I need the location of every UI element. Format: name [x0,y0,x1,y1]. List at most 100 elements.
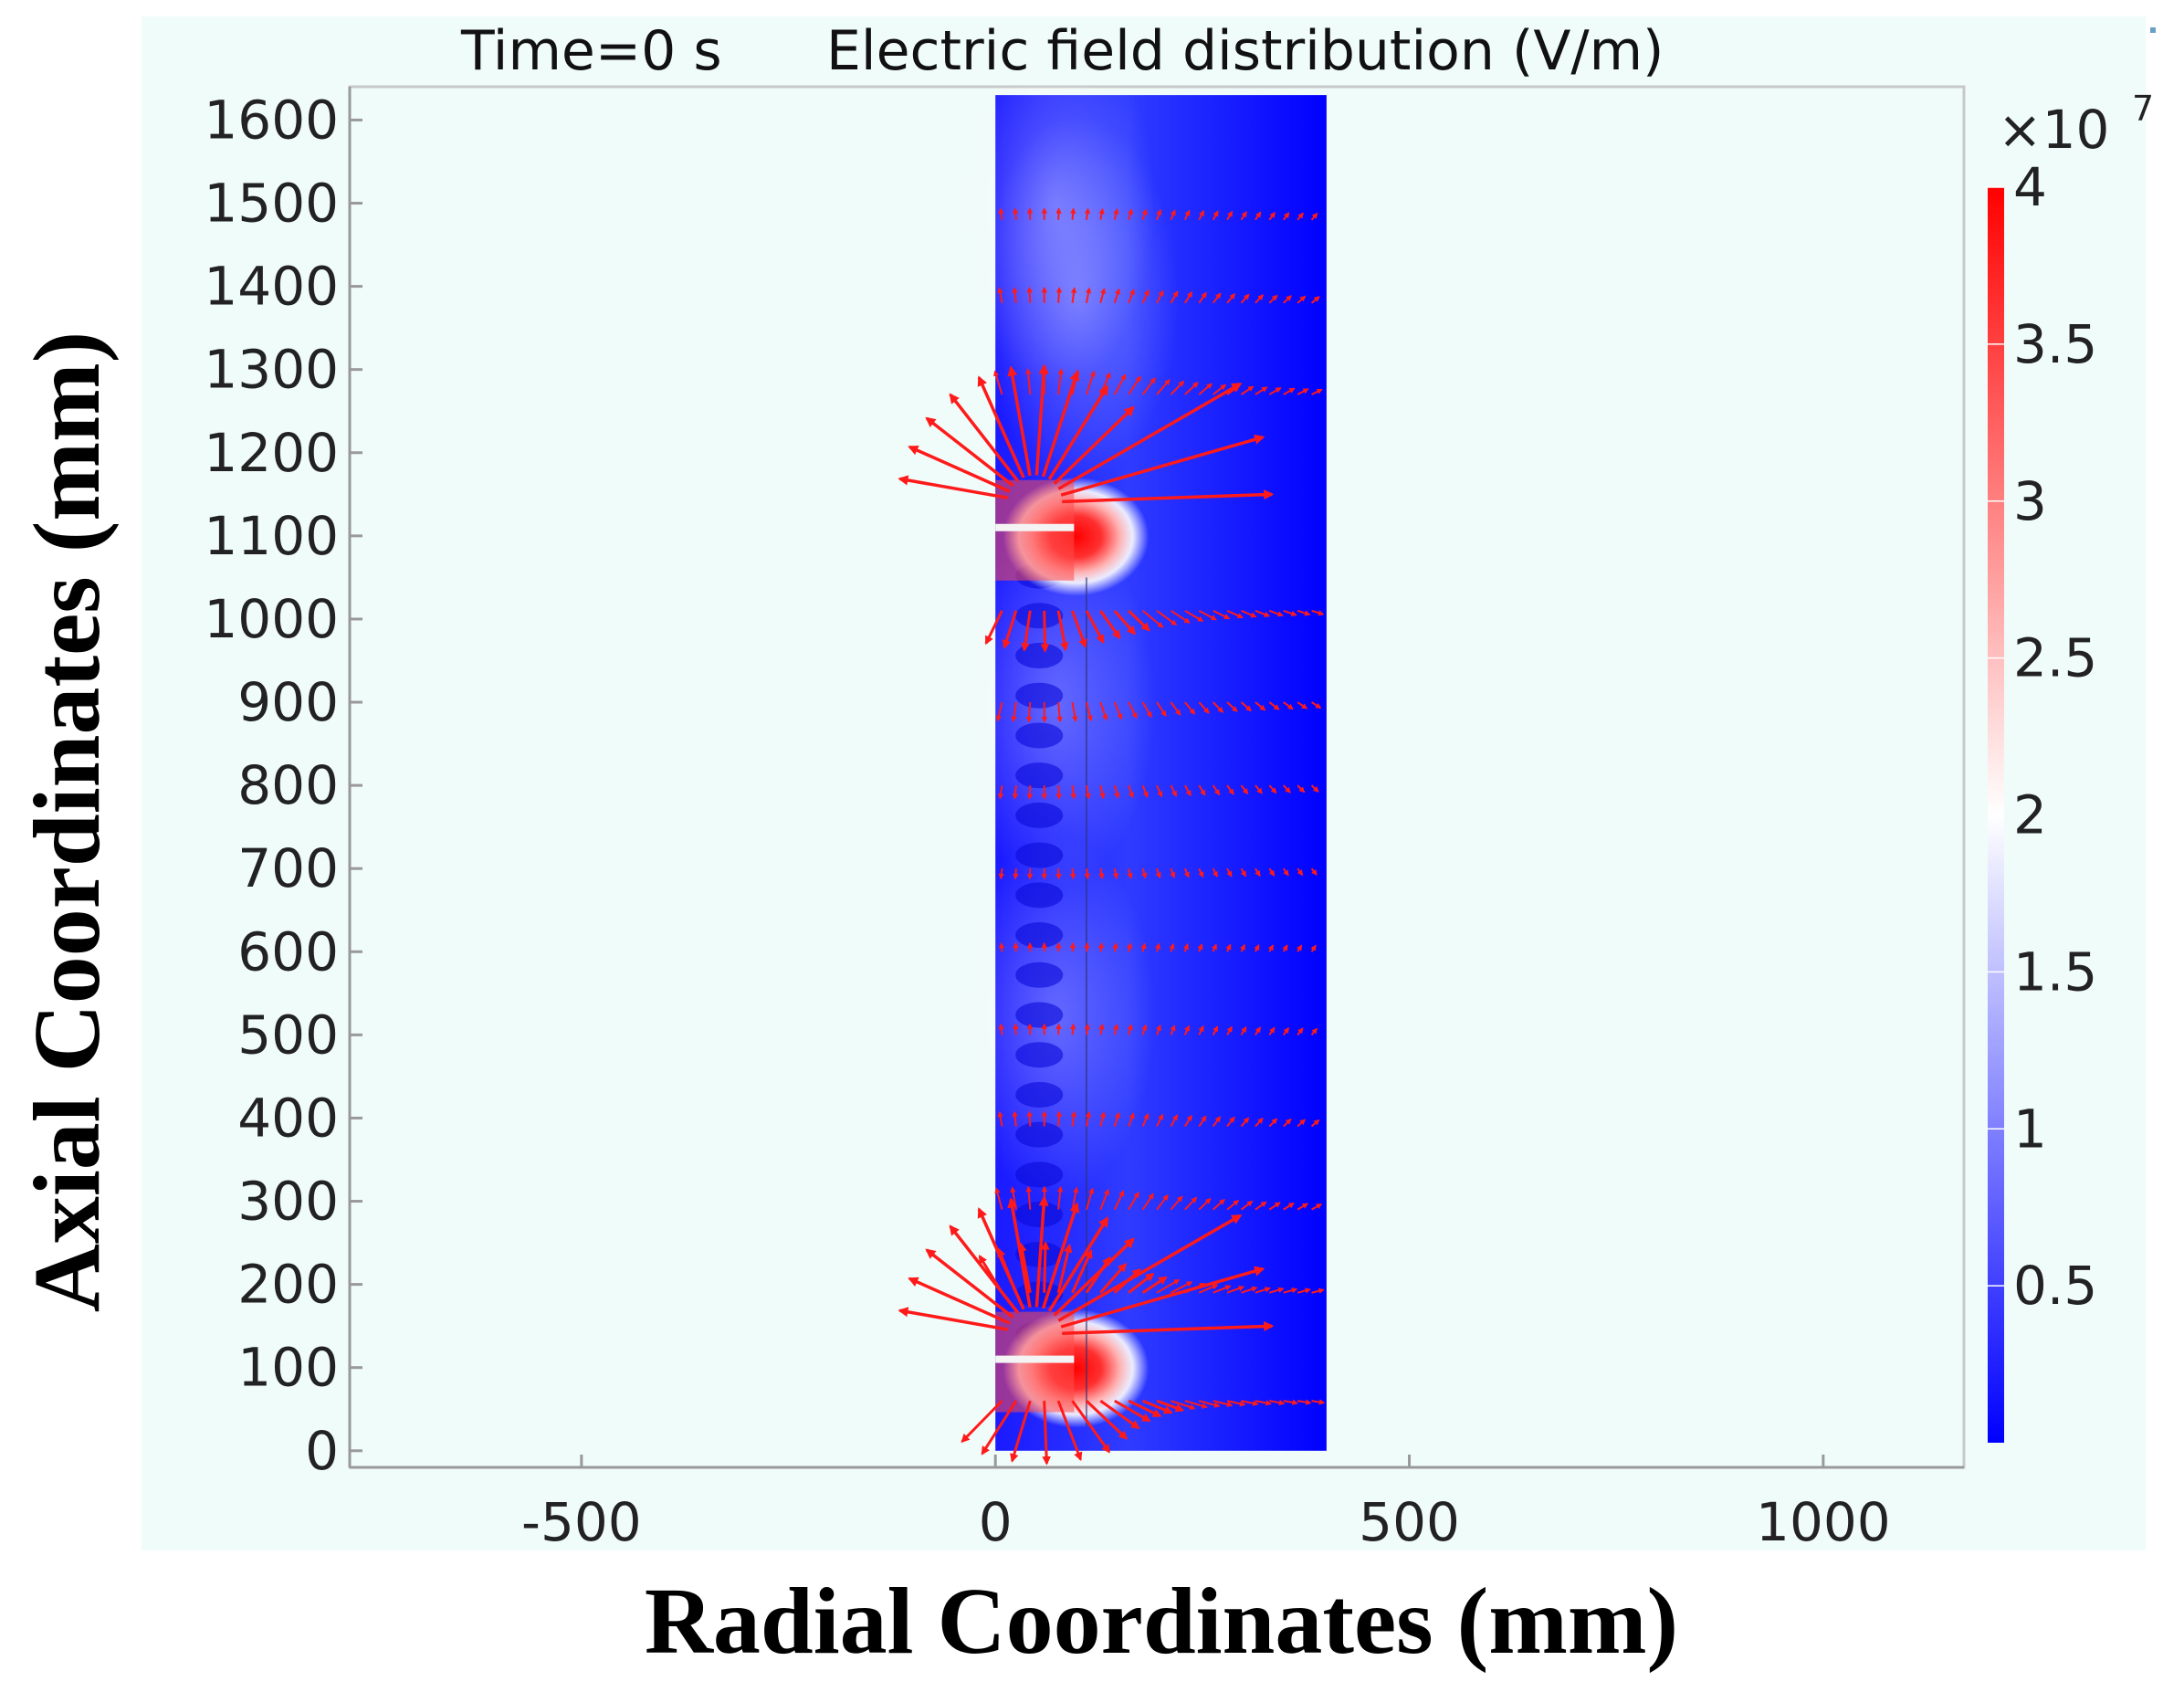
field-arrow [1212,1025,1219,1035]
electrode [995,523,1075,531]
field-glow [954,522,1156,888]
field-arrow [1069,1023,1076,1035]
field-arrow [1241,1286,1258,1294]
field-arrow [1070,287,1077,303]
field-arrow [1055,1110,1063,1127]
colorbar-tick-label: 3 [2013,470,2047,532]
y-tick-label: 500 [237,1004,339,1066]
field-arrow [1198,209,1205,221]
field-arrow [1226,1400,1246,1407]
field-arrow [1211,943,1217,952]
field-arrow [1184,1196,1198,1211]
field-arrow [1169,942,1175,952]
title-time: Time=0 s [460,19,722,83]
field-arrow [1024,368,1032,395]
x-ticks: -500 0 500 1000 [521,1455,1891,1553]
field-arrow [1226,1025,1233,1035]
field-arrow [1297,784,1306,793]
field-arrow [1268,387,1282,395]
field-arrow [1268,1026,1276,1035]
field-arrow [1311,388,1323,395]
field-map [954,87,1327,1451]
field-arrow [1084,1023,1090,1035]
field-arrow [1141,701,1152,719]
axis-field-lobe [1015,603,1064,629]
field-arrow [1184,382,1199,395]
field-arrow [1255,784,1263,794]
field-arrow [898,475,1009,499]
field-arrow [1156,379,1171,395]
field-arrow [1047,384,1109,480]
field-arrow [1170,1281,1193,1294]
field-arrow [1034,363,1049,476]
field-arrow [1213,384,1227,395]
field-arrow [1183,1025,1190,1035]
field-arrow [1297,701,1308,709]
field-arrow [1010,1400,1032,1463]
field-arrow [1170,784,1178,797]
field-arrow [1098,207,1105,220]
field-arrow [994,1187,1003,1210]
field-arrow [1183,1114,1192,1128]
axis-field-lobe [1015,802,1064,828]
field-arrow [1156,701,1167,717]
colorbar-tick-label: 2 [2013,784,2047,846]
field-arrow [1128,375,1141,395]
field-arrow [1013,941,1019,952]
field-arrow [1141,208,1148,221]
field-arrow [1225,943,1232,952]
field-arrow [1170,209,1176,221]
field-arrows [898,207,1326,1466]
x-tick-label: -500 [521,1491,642,1553]
field-arrow [1099,288,1107,304]
field-arrow [1062,1320,1275,1335]
axis-field-lobe [1015,1161,1064,1188]
field-arrow [1255,1400,1272,1406]
field-arrow [998,1023,1004,1035]
field-arrow [1041,1202,1080,1309]
axis-field-lobe [1015,882,1064,909]
field-arrow [1226,1200,1240,1211]
x-tick-label: 1000 [1756,1491,1891,1553]
field-arrow [1085,1400,1129,1440]
colorbar-tick-label: 0.5 [2013,1255,2097,1317]
field-arrow [1056,1400,1083,1462]
field-arrow [1012,785,1019,800]
field-arrow [1240,1117,1250,1128]
y-tick-label: 400 [237,1087,339,1149]
field-arrow [1268,784,1277,794]
field-arrow [1268,211,1276,221]
field-arrow [1128,1112,1135,1127]
field-arrow [1226,867,1233,878]
field-arrow [1156,289,1164,304]
field-arrow [1113,784,1120,799]
field-arrow [1012,1110,1018,1127]
axis-field-lobe [1015,1202,1064,1228]
field-arrow [1113,288,1121,304]
y-tick-label: 200 [237,1254,339,1316]
field-arrow [1212,210,1219,221]
field-arrow [1099,1399,1140,1430]
field-arrow [1170,380,1185,395]
field-arrow [1198,1400,1221,1408]
field-arrow [998,207,1004,220]
corner-marker [2150,27,2156,33]
field-arrow [1282,784,1291,793]
field-arrow [1310,1119,1320,1128]
field-arrow [1254,943,1260,952]
field-arrow [1310,296,1320,304]
y-tick-label: 600 [237,920,339,983]
field-arrow [1226,292,1236,304]
field-arrow [1255,1201,1267,1211]
field-arrow [1297,1399,1312,1405]
y-tick-label: 1000 [204,588,339,650]
field-arrow [1184,609,1204,622]
field-arrow [1141,1024,1148,1035]
field-arrow [1127,867,1133,879]
field-arrow [1297,212,1304,221]
field-arrow [1141,377,1156,395]
field-arrow [997,287,1003,303]
axis-field-lobe [1015,682,1064,709]
field-arrow [1239,943,1245,952]
y-axis-label: Axial Coordinates (mm) [15,331,120,1313]
